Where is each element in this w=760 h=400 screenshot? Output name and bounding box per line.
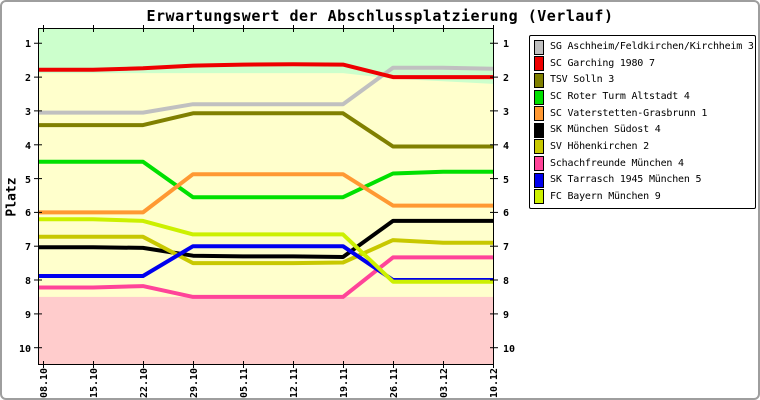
y-tick-label-right-6: 6 (503, 208, 510, 220)
y-tick-label-right-3: 3 (503, 106, 510, 118)
y-tick-label-right-4: 4 (503, 140, 510, 152)
legend-item-fc-bayern-m-nchen-9: FC Bayern München 9 (534, 189, 753, 205)
series-line-sv-h-henkirchen-2 (38, 234, 495, 266)
legend-color-swatch (534, 72, 544, 88)
legend-color-swatch (534, 106, 544, 122)
legend-label: SK Tarrasch 1945 München 5 (550, 174, 702, 186)
series-line-tsv-solln-3 (38, 111, 495, 149)
y-tick-label-left-3: 3 (24, 106, 31, 118)
legend-color-swatch (534, 122, 544, 138)
y-tick-label-right-7: 7 (503, 242, 510, 254)
x-tick-label-08.10: 08.10 (39, 367, 50, 399)
legend: SG Aschheim/Feldkirchen/Kirchheim 3 SC Ga… (529, 35, 756, 209)
legend-label: SG Aschheim/Feldkirchen/Kirchheim 3 (550, 41, 754, 53)
legend-label: FC Bayern München 9 (550, 190, 661, 202)
y-tick-label-right-1: 1 (503, 39, 510, 51)
legend-item-sc-roter-turm-altstadt-4: SC Roter Turm Altstadt 4 (534, 89, 753, 105)
legend-label: SV Höhenkirchen 2 (550, 140, 649, 152)
x-tick-label-15.10: 15.10 (89, 367, 100, 399)
y-tick-label-right-10: 10 (503, 343, 516, 355)
series-line-sc-roter-turm-altstadt-4 (38, 159, 495, 200)
y-tick-label-left-7: 7 (24, 242, 31, 254)
legend-item-sc-garching-1980-7: SC Garching 1980 7 (534, 56, 753, 72)
series-line-schachfreunde-m-nchen-4 (38, 255, 495, 299)
legend-color-swatch (534, 39, 544, 55)
x-tick-label-19.11: 19.11 (339, 367, 350, 399)
legend-label: SC Garching 1980 7 (550, 57, 655, 69)
x-tick-label-10.12: 10.12 (489, 367, 500, 399)
y-tick-label-left-2: 2 (24, 73, 31, 85)
x-tick-label-12.11: 12.11 (289, 367, 300, 399)
y-tick-label-left-9: 9 (24, 309, 31, 321)
y-tick-label-left-6: 6 (24, 208, 31, 220)
x-tick-label-26.11: 26.11 (389, 367, 400, 399)
series-line-fc-bayern-m-nchen-9 (38, 217, 495, 284)
x-tick-label-22.10: 22.10 (139, 367, 150, 399)
legend-color-swatch (534, 139, 544, 155)
axis-ticks (34, 25, 498, 368)
legend-item-sv-h-henkirchen-2: SV Höhenkirchen 2 (534, 139, 753, 155)
legend-label: SK München Südost 4 (550, 124, 661, 136)
legend-item-sg-aschheim-feldkirchen-kirchheim-3: SG Aschheim/Feldkirchen/Kirchheim 3 (534, 39, 754, 55)
y-tick-label-left-4: 4 (24, 140, 31, 152)
legend-label: Schachfreunde München 4 (550, 157, 684, 169)
y-tick-label-right-9: 9 (503, 309, 510, 321)
y-tick-label-right-5: 5 (503, 174, 510, 186)
band-top-green (38, 28, 494, 84)
y-tick-label-left-5: 5 (24, 174, 31, 186)
legend-item-sk-tarrasch-1945-m-nchen-5: SK Tarrasch 1945 München 5 (534, 172, 753, 188)
chart-title: Erwartungswert der Abschlussplatzierung … (146, 7, 614, 25)
series-line-sc-garching-1980-7 (38, 62, 495, 80)
legend-color-swatch (534, 89, 544, 105)
legend-item-sk-m-nchen-s-dost-4: SK München Südost 4 (534, 122, 753, 138)
legend-label: SC Vaterstetten-Grasbrunn 1 (550, 107, 708, 119)
x-tick-label-03.12: 03.12 (439, 367, 450, 399)
y-tick-label-left-8: 8 (24, 276, 31, 288)
series-line-sk-m-nchen-s-dost-4 (38, 218, 495, 259)
legend-color-swatch (534, 156, 544, 171)
x-tick-label-29.10: 29.10 (189, 367, 200, 399)
legend-item-sc-vaterstetten-grasbrunn-1: SC Vaterstetten-Grasbrunn 1 (534, 106, 753, 122)
plot-border (38, 28, 494, 365)
y-tick-label-left-10: 10 (18, 343, 31, 355)
legend-label: SC Roter Turm Altstadt 4 (550, 91, 690, 102)
legend-color-swatch (534, 172, 544, 188)
legend-label: TSV Solln 3 (550, 74, 615, 86)
y-tick-label-right-2: 2 (503, 73, 510, 85)
legend-color-swatch (534, 189, 544, 205)
y-tick-label-right-8: 8 (503, 276, 510, 288)
legend-color-swatch (534, 56, 544, 72)
y-tick-label-left-1: 1 (24, 39, 31, 51)
band-bottom-red (38, 296, 494, 365)
series-line-sg-aschheim-feldkirchen-kirchheim-3 (38, 65, 495, 115)
series-line-sc-vaterstetten-grasbrunn-1 (38, 172, 495, 215)
legend-item-tsv-solln-3: TSV Solln 3 (534, 72, 753, 88)
legend-item-schachfreunde-m-nchen-4: Schachfreunde München 4 (534, 156, 753, 171)
x-tick-label-05.11: 05.11 (239, 367, 250, 399)
